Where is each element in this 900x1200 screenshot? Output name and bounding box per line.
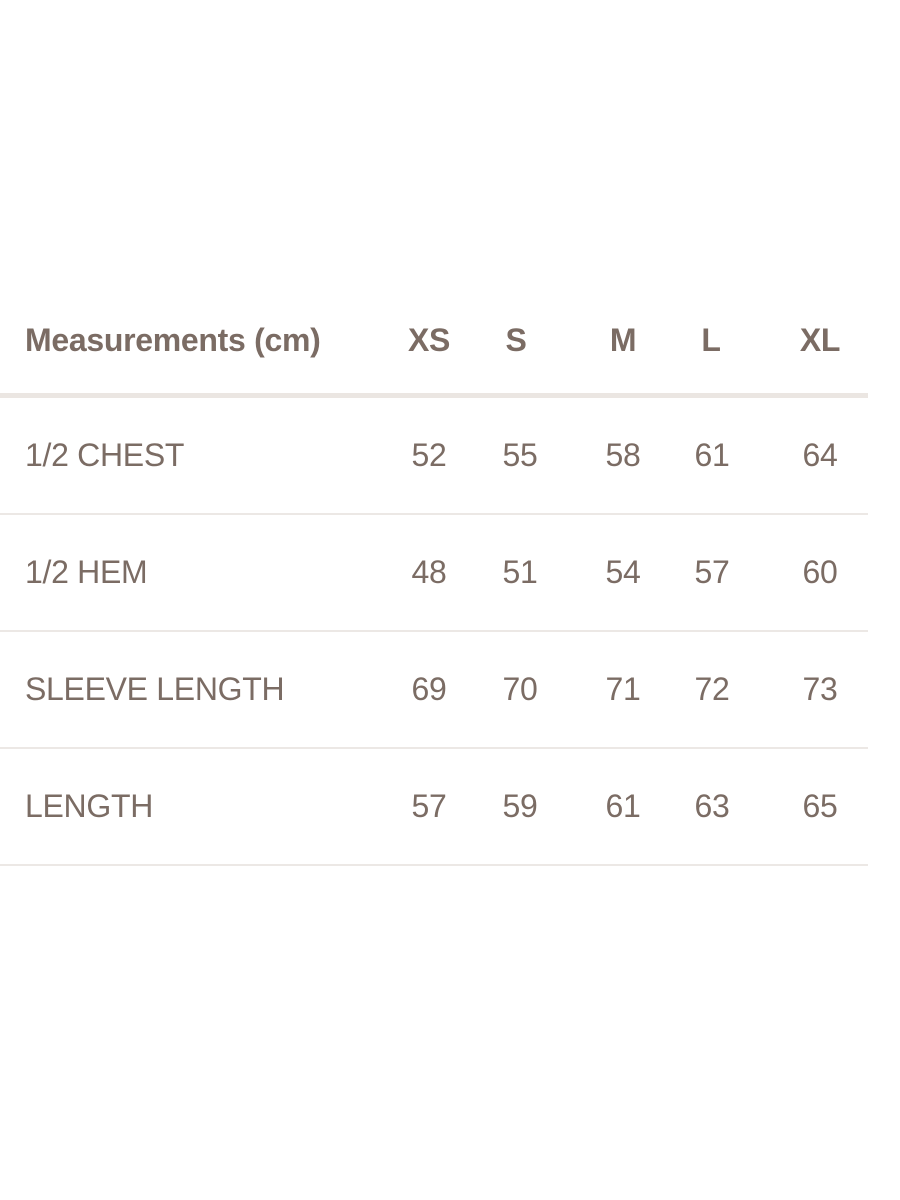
measurement-value: 57 <box>411 788 447 824</box>
measurement-value: 57 <box>694 554 730 590</box>
header-size: S <box>505 321 527 358</box>
measurement-value: 71 <box>605 671 641 707</box>
row-label: 1/2 HEM <box>25 554 148 590</box>
measurement-value: 61 <box>605 788 641 824</box>
measurement-value: 65 <box>802 788 838 824</box>
size-chart-table: Measurements (cm) XS S M L XL 1/2 CHEST 52 55 58 6… <box>0 287 868 866</box>
table-row: 1/2 HEM 48 51 54 57 60 <box>0 515 868 632</box>
table-row: LENGTH 57 59 61 63 65 <box>0 749 868 866</box>
header-measurements: Measurements (cm) <box>25 321 321 358</box>
measurement-value: 51 <box>502 554 538 590</box>
measurement-value: 55 <box>502 437 538 473</box>
table-row: SLEEVE LENGTH 69 70 71 72 73 <box>0 632 868 749</box>
measurement-value: 52 <box>411 437 447 473</box>
measurement-value: 69 <box>411 671 447 707</box>
measurement-value: 73 <box>802 671 838 707</box>
row-label: SLEEVE LENGTH <box>25 671 285 707</box>
measurement-value: 70 <box>502 671 538 707</box>
table-row: 1/2 CHEST 52 55 58 61 64 <box>0 398 868 515</box>
measurement-value: 72 <box>694 671 730 707</box>
header-size: XS <box>407 321 451 358</box>
measurement-value: 59 <box>502 788 538 824</box>
measurement-value: 64 <box>802 437 838 473</box>
measurement-value: 58 <box>605 437 641 473</box>
header-size: M <box>609 321 637 358</box>
measurement-value: 60 <box>802 554 838 590</box>
row-label: LENGTH <box>25 788 153 824</box>
header-size: XL <box>799 321 841 358</box>
row-label: 1/2 CHEST <box>25 437 185 473</box>
table-header-row: Measurements (cm) XS S M L XL <box>0 287 868 398</box>
measurement-value: 48 <box>411 554 447 590</box>
measurement-value: 61 <box>694 437 730 473</box>
header-size: L <box>701 321 721 358</box>
measurement-value: 63 <box>694 788 730 824</box>
measurement-value: 54 <box>605 554 641 590</box>
